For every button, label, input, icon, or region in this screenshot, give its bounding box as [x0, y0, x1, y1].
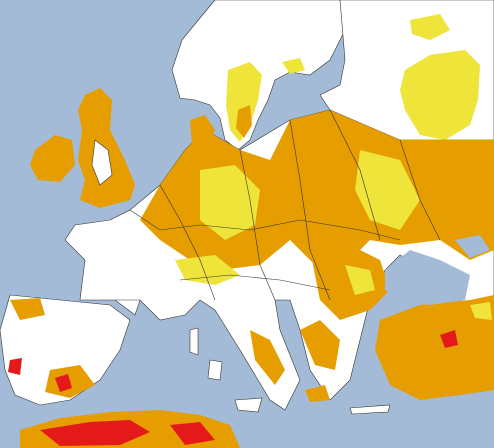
borders: [115, 109, 441, 301]
black-sea: [385, 235, 490, 305]
denmark: [190, 115, 215, 150]
british-isles: [30, 88, 135, 208]
mainland: [64, 109, 494, 411]
scandinavia: [171, 0, 346, 151]
iberia: [0, 294, 131, 406]
north-africa: [20, 410, 240, 448]
islands: [189, 327, 391, 415]
turkey: [375, 295, 494, 400]
